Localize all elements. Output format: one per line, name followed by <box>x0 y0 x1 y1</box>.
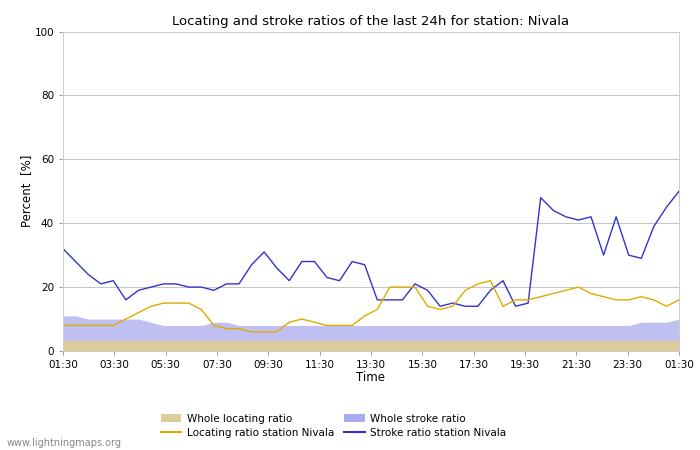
Legend: Whole locating ratio, Locating ratio station Nivala, Whole stroke ratio, Stroke : Whole locating ratio, Locating ratio sta… <box>160 414 507 438</box>
Y-axis label: Percent  [%]: Percent [%] <box>20 155 33 227</box>
Title: Locating and stroke ratios of the last 24h for station: Nivala: Locating and stroke ratios of the last 2… <box>172 14 570 27</box>
X-axis label: Time: Time <box>356 371 386 384</box>
Text: www.lightningmaps.org: www.lightningmaps.org <box>7 438 122 448</box>
